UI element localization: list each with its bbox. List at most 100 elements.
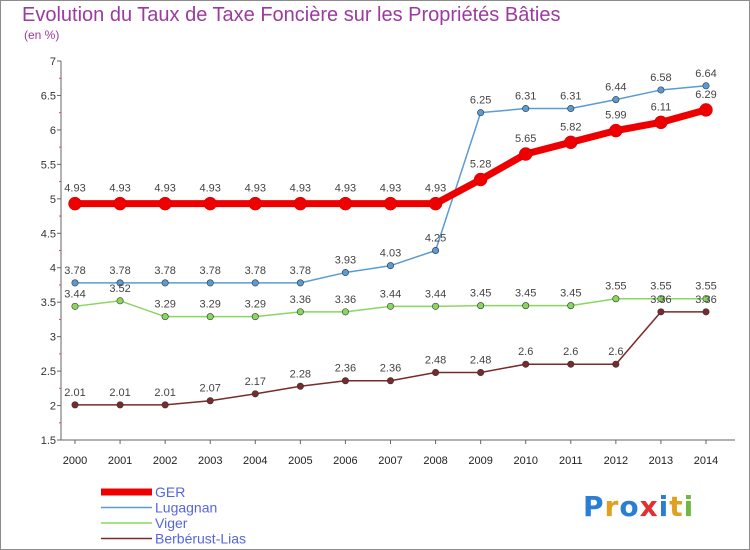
data-point [522, 105, 530, 113]
y-tick-label: 3.5 [41, 297, 56, 309]
data-point [203, 196, 217, 211]
data-point [116, 297, 124, 305]
logo-letter: x [639, 490, 659, 523]
data-label: 3.78 [290, 265, 311, 277]
data-point [699, 103, 713, 117]
data-label: 4.03 [380, 248, 401, 260]
y-tick-label: 5.5 [41, 159, 56, 171]
data-label: 2.6 [563, 346, 578, 358]
data-point [341, 308, 349, 316]
x-tick-label: 2002 [153, 455, 177, 467]
data-label: 5.28 [470, 159, 491, 171]
data-point [341, 377, 349, 385]
data-point [428, 196, 443, 211]
data-label: 2.36 [380, 363, 401, 375]
data-point [702, 295, 710, 303]
data-point [567, 302, 575, 310]
data-label: 6.11 [651, 101, 672, 113]
data-label: 3.36 [695, 294, 716, 306]
data-label: 3.78 [200, 265, 221, 277]
x-tick-label: 2008 [423, 455, 447, 467]
y-tick-label: 4.5 [41, 228, 56, 240]
legend-entry: GER [155, 484, 185, 500]
data-label: 2.28 [290, 368, 311, 380]
data-label: 3.36 [335, 294, 356, 306]
data-point [567, 360, 575, 368]
y-tick-label: 3 [50, 332, 56, 344]
y-tick-label: 7 [50, 56, 56, 68]
data-label: 6.29 [695, 89, 716, 101]
data-label: 3.29 [200, 299, 221, 311]
y-tick-label: 5 [50, 194, 56, 206]
logo-letter: r [604, 490, 620, 523]
data-point [251, 313, 259, 321]
data-point [296, 279, 304, 287]
data-point [702, 308, 710, 316]
data-label: 4.25 [425, 233, 446, 245]
x-tick-label: 2011 [559, 455, 583, 467]
legend-entry: Lugagnan [155, 500, 217, 516]
x-tick-label: 2012 [604, 455, 628, 467]
logo-letter: o [619, 490, 640, 523]
x-tick-label: 2006 [333, 455, 357, 467]
data-label: 6.25 [470, 95, 491, 107]
data-label: 3.55 [695, 281, 716, 293]
x-tick-label: 2003 [198, 455, 222, 467]
data-point [248, 196, 263, 211]
data-point [161, 401, 169, 409]
legend-entry: Viger [155, 515, 188, 531]
data-label: 3.44 [380, 288, 401, 300]
data-point [251, 390, 259, 398]
logo-letter: t [669, 490, 684, 523]
data-label: 2.01 [154, 387, 175, 399]
data-label: 2.01 [64, 387, 85, 399]
data-point [518, 147, 533, 161]
x-tick-label: 2013 [649, 455, 673, 467]
data-point [296, 382, 304, 390]
x-tick-label: 2000 [63, 455, 87, 467]
data-point [477, 368, 485, 376]
y-tick-label: 2.5 [41, 366, 56, 378]
data-point [296, 308, 304, 316]
data-label: 6.64 [695, 68, 716, 80]
data-point [341, 269, 349, 277]
data-point [206, 397, 214, 405]
data-label: 6.31 [515, 91, 536, 103]
data-label: 3.44 [425, 288, 446, 300]
chart-subtitle: (en %) [24, 28, 60, 42]
data-point [113, 196, 127, 211]
data-label: 2.6 [518, 346, 533, 358]
data-label: 5.99 [605, 110, 626, 122]
data-point [657, 308, 665, 316]
logo-letter: i [658, 490, 670, 523]
data-label: 3.78 [154, 265, 175, 277]
data-label: 2.07 [200, 383, 221, 395]
data-label: 3.78 [245, 265, 266, 277]
data-label: 4.93 [109, 183, 130, 195]
x-tick-label: 2014 [694, 455, 718, 467]
data-point [432, 247, 440, 255]
data-label: 3.29 [245, 299, 266, 311]
legend-entry: Berbérust-Lias [155, 531, 246, 547]
y-tick-label: 6 [50, 125, 56, 137]
data-point [206, 313, 214, 321]
data-point [657, 295, 665, 303]
data-label: 3.45 [560, 288, 581, 300]
data-label: 3.45 [470, 288, 491, 300]
data-label: 3.29 [154, 299, 175, 311]
data-point [386, 302, 394, 310]
data-point [338, 196, 353, 211]
data-label: 6.44 [605, 82, 626, 94]
data-label: 6.31 [560, 91, 581, 103]
data-point [522, 360, 530, 368]
data-label: 3.36 [290, 294, 311, 306]
data-label: 4.93 [64, 183, 85, 195]
data-point [522, 302, 530, 310]
data-point [612, 96, 620, 104]
data-label: 3.52 [109, 283, 130, 295]
data-point [158, 196, 172, 211]
y-tick-label: 1.5 [41, 435, 56, 447]
data-point [567, 105, 575, 113]
data-label: 4.93 [154, 183, 175, 195]
